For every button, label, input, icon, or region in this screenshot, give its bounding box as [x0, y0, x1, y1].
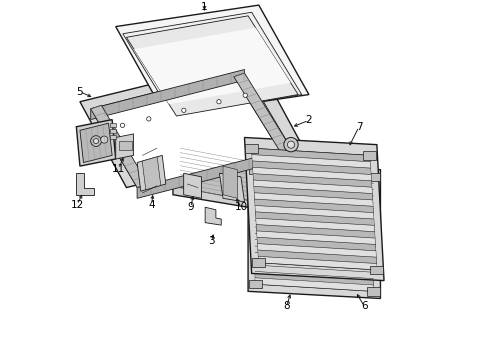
Circle shape [101, 136, 108, 143]
Polygon shape [255, 240, 372, 253]
Polygon shape [219, 173, 244, 202]
Bar [110, 135, 116, 139]
Polygon shape [255, 208, 372, 221]
Polygon shape [137, 148, 290, 198]
Polygon shape [180, 148, 294, 209]
Polygon shape [254, 199, 372, 213]
Text: 1: 1 [201, 2, 207, 12]
Polygon shape [255, 246, 372, 260]
Polygon shape [255, 214, 372, 228]
Bar [110, 123, 116, 127]
Polygon shape [255, 202, 372, 215]
Polygon shape [233, 73, 290, 152]
Polygon shape [76, 120, 116, 166]
Polygon shape [134, 28, 290, 104]
Polygon shape [254, 186, 372, 200]
Text: 11: 11 [112, 164, 125, 174]
Polygon shape [255, 233, 372, 247]
Polygon shape [255, 206, 373, 219]
Bar [366, 287, 379, 296]
Polygon shape [90, 105, 147, 188]
Polygon shape [256, 225, 374, 238]
Polygon shape [251, 154, 370, 168]
Polygon shape [256, 231, 374, 244]
Text: 6: 6 [360, 301, 367, 311]
Bar [252, 258, 264, 267]
Polygon shape [142, 157, 161, 190]
Polygon shape [255, 252, 372, 266]
Bar [110, 129, 116, 133]
Polygon shape [255, 212, 373, 225]
Circle shape [287, 141, 294, 148]
Polygon shape [122, 12, 301, 116]
Circle shape [93, 139, 98, 144]
Polygon shape [255, 189, 372, 202]
Polygon shape [101, 77, 280, 191]
Circle shape [120, 123, 124, 127]
Polygon shape [223, 166, 237, 198]
Polygon shape [252, 161, 370, 175]
Polygon shape [247, 162, 380, 298]
Polygon shape [80, 123, 112, 162]
Polygon shape [253, 180, 371, 194]
Polygon shape [257, 237, 375, 251]
Polygon shape [258, 256, 376, 270]
Polygon shape [183, 173, 201, 198]
Polygon shape [116, 5, 308, 116]
Text: 8: 8 [283, 301, 289, 311]
Text: 10: 10 [234, 202, 247, 212]
Circle shape [182, 108, 185, 112]
Polygon shape [254, 193, 372, 206]
Polygon shape [255, 227, 372, 240]
Polygon shape [116, 134, 133, 159]
Polygon shape [126, 16, 298, 116]
Polygon shape [173, 141, 301, 216]
Circle shape [283, 138, 298, 152]
Bar [366, 172, 379, 181]
Text: 4: 4 [148, 200, 155, 210]
Polygon shape [137, 156, 165, 191]
Polygon shape [256, 218, 374, 232]
Bar [244, 144, 258, 153]
Polygon shape [255, 170, 372, 183]
Text: 5: 5 [77, 87, 83, 97]
Polygon shape [258, 250, 376, 264]
Polygon shape [255, 221, 372, 234]
Text: 3: 3 [208, 236, 214, 246]
Polygon shape [253, 174, 371, 187]
Polygon shape [255, 278, 372, 291]
Polygon shape [255, 259, 372, 272]
Circle shape [216, 100, 221, 104]
Circle shape [90, 136, 101, 147]
Polygon shape [255, 170, 372, 291]
Polygon shape [90, 69, 244, 120]
Text: 2: 2 [305, 115, 311, 125]
Text: 7: 7 [355, 122, 362, 132]
Polygon shape [252, 167, 370, 181]
Text: 12: 12 [70, 200, 83, 210]
Polygon shape [255, 265, 372, 279]
Polygon shape [251, 148, 369, 162]
Bar [248, 280, 261, 288]
Polygon shape [255, 271, 372, 285]
Polygon shape [255, 195, 372, 209]
Polygon shape [80, 59, 301, 188]
Polygon shape [90, 69, 290, 188]
Bar [119, 141, 132, 150]
Bar [248, 165, 261, 174]
Polygon shape [205, 207, 221, 225]
Polygon shape [255, 183, 372, 196]
Polygon shape [255, 176, 372, 190]
Polygon shape [244, 138, 383, 280]
Bar [363, 151, 375, 160]
Polygon shape [257, 244, 375, 257]
Circle shape [243, 93, 247, 98]
Bar [370, 266, 383, 274]
Text: 9: 9 [187, 202, 194, 212]
Polygon shape [251, 148, 376, 270]
Circle shape [146, 117, 151, 121]
Polygon shape [76, 173, 94, 195]
